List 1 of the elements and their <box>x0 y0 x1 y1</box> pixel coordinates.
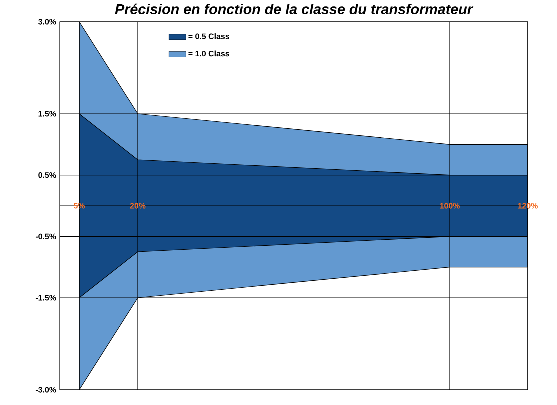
chart-title: Précision en fonction de la classe du transformateur <box>115 4 474 14</box>
